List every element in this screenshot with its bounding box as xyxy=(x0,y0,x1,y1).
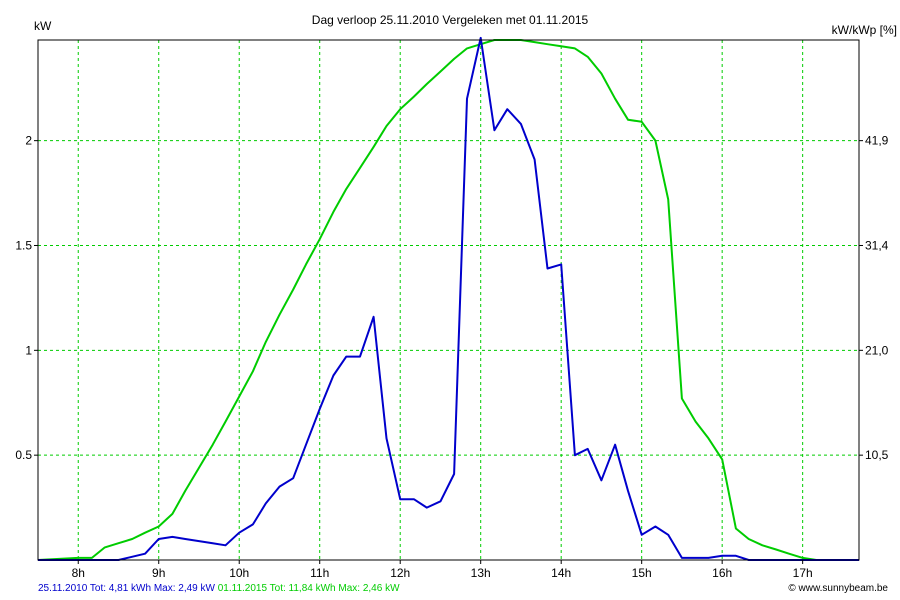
series-line-1 xyxy=(37,39,859,561)
series-layer xyxy=(37,36,859,561)
series-line-0 xyxy=(38,36,859,561)
y-right-tick-label-0: 10,5 xyxy=(865,448,889,462)
x-tick-label-0: 8h xyxy=(72,566,85,580)
y-left-tick-label-0: 0.5 xyxy=(15,448,32,462)
chart-title: Dag verloop 25.11.2010 Vergeleken met 01… xyxy=(312,13,589,27)
legend-series-2015: 01.11.2015 Tot: 11,84 kWh Max: 2,46 kW xyxy=(217,583,400,594)
y-right-tick-label-1: 21,0 xyxy=(865,343,889,357)
x-tick-label-4: 12h xyxy=(390,566,410,580)
x-tick-label-2: 10h xyxy=(229,566,249,580)
ticks-layer: 8h 9h 10h 11h 12h 13h 14h 15h 16h 17h 0.5 10,5 1 21,0… xyxy=(15,134,888,580)
y-left-tick-label-1: 1 xyxy=(25,343,32,357)
y-left-tick-label-3: 2 xyxy=(25,134,32,148)
y-left-tick-label-2: 1.5 xyxy=(15,238,32,252)
y-axis-left-label: kW xyxy=(34,19,52,33)
x-tick-label-6: 14h xyxy=(551,566,571,580)
y-axis-right-label: kW/kWp [%] xyxy=(832,23,897,37)
y-right-tick-label-3: 41,9 xyxy=(865,134,889,148)
footer-legend: 25.11.2010 Tot: 4,81 kWh Max: 2,49 kW 01… xyxy=(38,583,400,594)
x-tick-label-3: 11h xyxy=(310,566,329,580)
legend-series-2010: 25.11.2010 Tot: 4,81 kWh Max: 2,49 kW xyxy=(38,583,215,594)
x-tick-label-5: 13h xyxy=(471,566,491,580)
x-tick-label-7: 15h xyxy=(632,566,652,580)
copyright[interactable]: © www.sunnybeam.be xyxy=(788,583,888,594)
plot-frame xyxy=(37,39,860,561)
grid xyxy=(38,40,859,560)
x-tick-label-9: 17h xyxy=(793,566,813,580)
x-tick-label-1: 9h xyxy=(152,566,165,580)
x-tick-label-8: 16h xyxy=(712,566,732,580)
y-right-tick-label-2: 31,4 xyxy=(865,238,889,252)
